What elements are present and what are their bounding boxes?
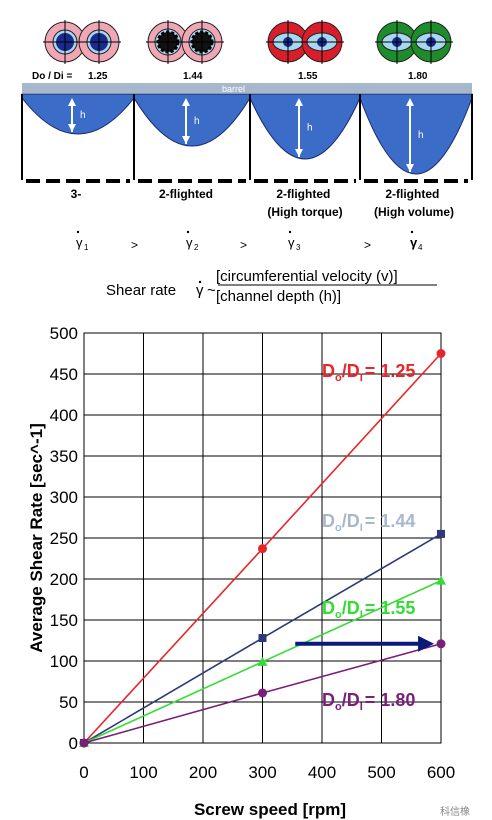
svg-text:3: 3 [296,243,301,252]
svg-text:γ: γ [76,235,83,250]
shear-rate-ranking: γ 1 γ 2 γ 3 γ 4> > > [76,230,423,252]
gt-sign-3: > [364,238,371,252]
svg-text:1: 1 [84,243,89,252]
data-point [79,738,89,748]
x-tick-label: 500 [367,763,395,782]
formula-gamma-dot [198,280,202,284]
screw-icon-1 [43,20,121,64]
screw-icon-2 [146,20,224,64]
y-tick-label: 0 [69,734,78,753]
barrel-label: barrel [222,84,245,94]
data-point [258,634,267,643]
flight-label-2: 2-flighted [159,187,213,201]
svg-text:γ: γ [288,235,295,250]
x-axis-label: Screw speed [rpm] [194,800,346,819]
y-tick-label: 200 [50,570,78,589]
flight-label-3: 2-flighted (High torque) [267,187,342,219]
channel-depth-label: h [307,123,313,134]
chart-series-labels: Do/DI = 1.25 Do/DI = 1.44 Do/DI = 1.55 Do/DI = … [322,361,415,713]
barrel-bar [22,83,472,93]
ratio-prefix: Do / Di = [32,71,72,82]
x-tick-label: 0 [79,763,88,782]
x-tick-label: 300 [248,763,276,782]
screw-diagram: Do / Di = 1.25 1.44 1.55 1.80 barrel hhh… [21,20,473,305]
series-label-3: Do/DI = 1.55 [322,598,415,621]
y-tick-label: 350 [50,447,78,466]
shear-rate-chart: 0 50 100 150 200 250 300 350 400 450 500 0 100 200 300… [27,324,470,819]
series-label-1: Do/DI = 1.25 [322,361,415,384]
ratio-4: 1.80 [408,71,428,82]
formula-numerator: [circumferential velocity (v)] [216,268,398,285]
ratio-1: 1.25 [88,71,108,82]
data-point [258,688,267,698]
series-4 [79,639,446,748]
formula-gamma: γ [196,282,204,299]
chart-tick-labels: 0 50 100 150 200 250 300 350 400 450 500 0 100 200 300… [50,324,456,782]
formula-denominator: [channel depth (h)] [216,288,341,305]
flight-label-1: 3- [71,187,82,201]
x-tick-label: 400 [308,763,336,782]
series-label-4: Do/DI = 1.80 [322,690,415,713]
channel-depth-label: h [194,116,200,127]
x-tick-label: 600 [427,763,455,782]
channel-depth-label: h [418,130,424,141]
shear-rate-formula: Shear rate γ ~ [circumferential velocity… [106,268,437,305]
screw-icon-4 [375,20,453,64]
formula-tilde: ~ [207,282,216,299]
y-tick-label: 250 [50,529,78,548]
channel-1: h [21,93,135,183]
y-tick-label: 100 [50,652,78,671]
x-tick-label: 100 [129,763,157,782]
data-point [436,639,446,649]
y-tick-label: 300 [50,488,78,507]
channel-3: h [249,93,361,183]
y-axis-label: Average Shear Rate [sec^-1] [27,423,46,652]
chart-series [79,349,446,748]
screw-cross-sections [43,20,453,64]
x-tick-label: 200 [189,763,217,782]
svg-text:2: 2 [194,243,199,252]
channel-profiles: h h h h [21,93,473,183]
watermark: 科信橡 [440,805,470,818]
annotation-arrow [295,635,435,652]
data-point [436,575,446,585]
channel-2: h [133,93,251,183]
gt-sign-1: > [131,238,138,252]
y-tick-label: 500 [50,324,78,343]
ratio-2: 1.44 [183,71,203,82]
formula-prefix: Shear rate [106,282,176,299]
y-tick-label: 450 [50,365,78,384]
data-point [258,544,267,554]
y-tick-label: 400 [50,406,78,425]
ratio-3: 1.55 [298,71,318,82]
flight-label-4: 2-flighted (High volume) [374,187,454,219]
y-tick-label: 150 [50,611,78,630]
svg-text:4: 4 [418,243,423,252]
series-label-2: Do/DI = 1.44 [322,511,415,534]
y-tick-label: 50 [59,693,78,712]
data-point [437,529,445,538]
gt-sign-2: > [240,238,247,252]
screw-icon-3 [266,20,344,64]
channel-depth-label: h [80,110,86,121]
chart-grid [83,332,442,744]
svg-text:γ: γ [410,235,418,250]
channel-4: h [359,93,473,183]
data-point [436,349,446,358]
data-point [257,656,268,666]
svg-text:γ: γ [186,235,193,250]
